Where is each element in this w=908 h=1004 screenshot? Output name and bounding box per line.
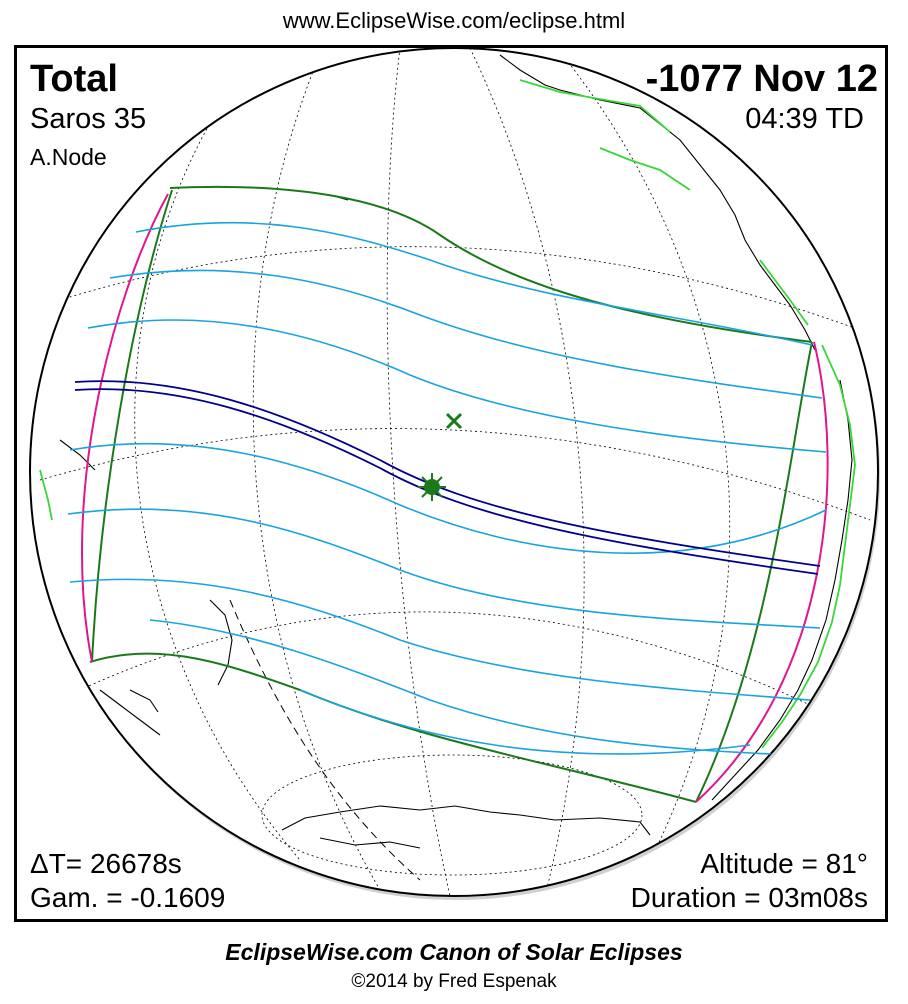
dashed-meridian xyxy=(229,599,421,881)
saros-number: Saros 35 xyxy=(30,103,147,135)
eclipse-date: -1077 Nov 12 xyxy=(645,58,878,100)
source-url: www.EclipseWise.com/eclipse.html xyxy=(282,8,626,33)
sun-star-icon xyxy=(418,473,446,501)
gamma-value: Gam. = -0.1609 xyxy=(30,882,226,913)
x-mark-icon xyxy=(445,412,463,430)
node-label: A.Node xyxy=(30,144,107,170)
coastlines xyxy=(59,54,853,849)
sun-altitude: Altitude = 81° xyxy=(700,848,868,879)
canon-title: EclipseWise.com Canon of Solar Eclipses xyxy=(225,939,683,965)
eclipse-time: 04:39 TD xyxy=(745,103,864,135)
totality-duration: Duration = 03m08s xyxy=(630,882,868,913)
penumbral-limits xyxy=(89,185,813,803)
partial-lines xyxy=(67,221,827,756)
copyright: ©2014 by Fred Espenak xyxy=(351,971,557,992)
path-of-totality xyxy=(74,380,821,575)
map-frame xyxy=(14,45,888,922)
globe-outline xyxy=(29,47,879,897)
delta-t: ΔT= 26678s xyxy=(30,848,182,879)
eclipse-type: Total xyxy=(30,58,118,100)
